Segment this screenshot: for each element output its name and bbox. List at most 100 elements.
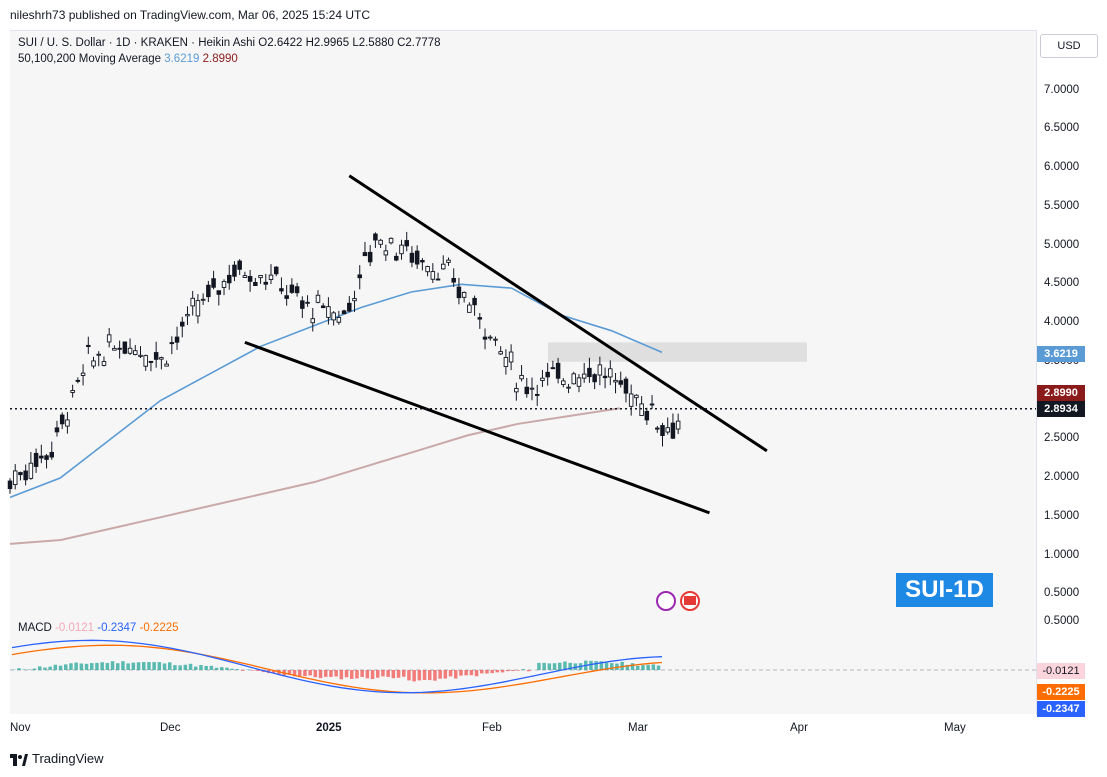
candle-body [164,363,169,367]
macd-hist-bar [355,670,359,679]
macd-hist-bar [620,661,624,670]
price-tick: 1.5000 [1044,509,1080,522]
candle-body [493,338,498,341]
macd-hist-bar [547,663,552,670]
macd-hist-bar [594,661,598,670]
candle-body [508,351,514,363]
ma200-line [9,407,621,545]
macd-hist-bar [604,662,609,670]
candle-body [305,301,310,304]
macd-signal-line [11,644,663,694]
macd-hist-bar [162,663,167,670]
macd-hist-bar [365,670,370,679]
macd-pane[interactable] [10,614,1036,714]
candle-body [263,281,269,285]
macd-hist-bar [552,663,557,670]
candle-body [655,427,660,430]
candle-body [112,347,117,351]
macd-hist-bar [516,670,520,671]
macd-line-value: -0.2347 [97,622,137,634]
time-tick: Nov [10,722,31,734]
candle-body [138,354,143,357]
symbol-line[interactable]: SUI / U. S. Dollar · 1D · KRAKEN · Heiki… [18,37,256,49]
candle-body [148,360,154,363]
candle-body [28,462,34,479]
candle-body [341,310,347,315]
candle-body [300,300,305,309]
candle-body [216,290,222,295]
macd-hist-bar [334,670,338,677]
macd-hist-bar [225,667,229,670]
ohlc-high: H2.9965 [305,37,350,49]
macd-hist-bar [204,665,208,670]
macd-hist-bar [599,661,604,670]
ohlc-close: C2.7778 [397,37,441,49]
macd-hist-bar [84,663,89,670]
candle-body [425,266,430,273]
candle-body [675,420,681,430]
candle-body [660,425,665,436]
macd-hist-bar [490,670,494,674]
candle-body [70,390,75,393]
macd-signal-tag: -0.2225 [1037,684,1085,700]
candle-body [169,342,175,345]
macd-hist-bar [48,666,52,670]
macd-hist-bar [17,668,21,670]
ma200-price-tag: 2.8990 [1037,385,1085,401]
candle-body [566,386,571,389]
candle-body [49,451,55,458]
candle-body [644,410,650,421]
candle-body [122,341,128,354]
macd-hist-bar [495,670,500,673]
candle-body [221,280,227,288]
candle-body [153,352,159,360]
ohlc-open: O2.6422 [258,37,303,49]
event-icon [656,591,676,611]
macd-hist-bar [240,670,245,671]
candle-body [420,259,425,263]
price-tick: 7.0000 [1044,83,1080,96]
candle-body [294,286,300,294]
candle-body [608,368,613,378]
macd-title[interactable]: MACD [18,622,52,634]
candle-body [404,240,409,247]
candle-body [649,403,655,406]
candle-body [273,266,279,275]
candle-body [320,305,326,309]
macd-hist-bar [500,670,505,673]
macd-hist-bar [339,670,344,680]
candle-body [540,377,545,381]
candle-body [237,260,242,270]
price-tick: 0.5000 [1044,587,1080,600]
candle-body [441,263,446,270]
macd-hist-bar [636,665,640,670]
ohlc-low: L2.5880 [352,37,394,49]
macd-hist-bar [110,661,115,670]
macd-hist-bar [428,670,432,681]
candle-body [514,388,519,393]
macd-hist-bar [350,670,354,679]
candle-body [174,336,180,343]
price-tick: 1.0000 [1044,548,1080,561]
tradingview-footer[interactable]: TradingView [10,751,104,766]
candle-body [576,377,582,387]
price-axis[interactable] [1036,30,1107,715]
macd-hist-bar [344,670,349,678]
macd-hist-bar [433,670,437,681]
candle-body [482,336,488,340]
macd-hist-bar [74,662,78,670]
candle-body [180,321,185,327]
macd-hist-bar [287,670,292,675]
symbol-legend: SUI / U. S. Dollar · 1D · KRAKEN · Heiki… [18,35,441,67]
ma-value-2: 2.8990 [202,53,238,65]
macd-hist-bar [38,666,42,670]
candle-body [310,318,316,324]
currency-button[interactable]: USD [1040,34,1098,58]
macd-legend: MACD -0.0121 -0.2347 -0.2225 [18,622,179,634]
candle-body [232,264,237,277]
ma-indicator-label[interactable]: 50,100,200 Moving Average [18,53,162,65]
time-axis[interactable] [10,715,1036,741]
candle-body [670,422,676,439]
macd-line [11,639,663,694]
tradingview-logo-icon [10,753,28,766]
